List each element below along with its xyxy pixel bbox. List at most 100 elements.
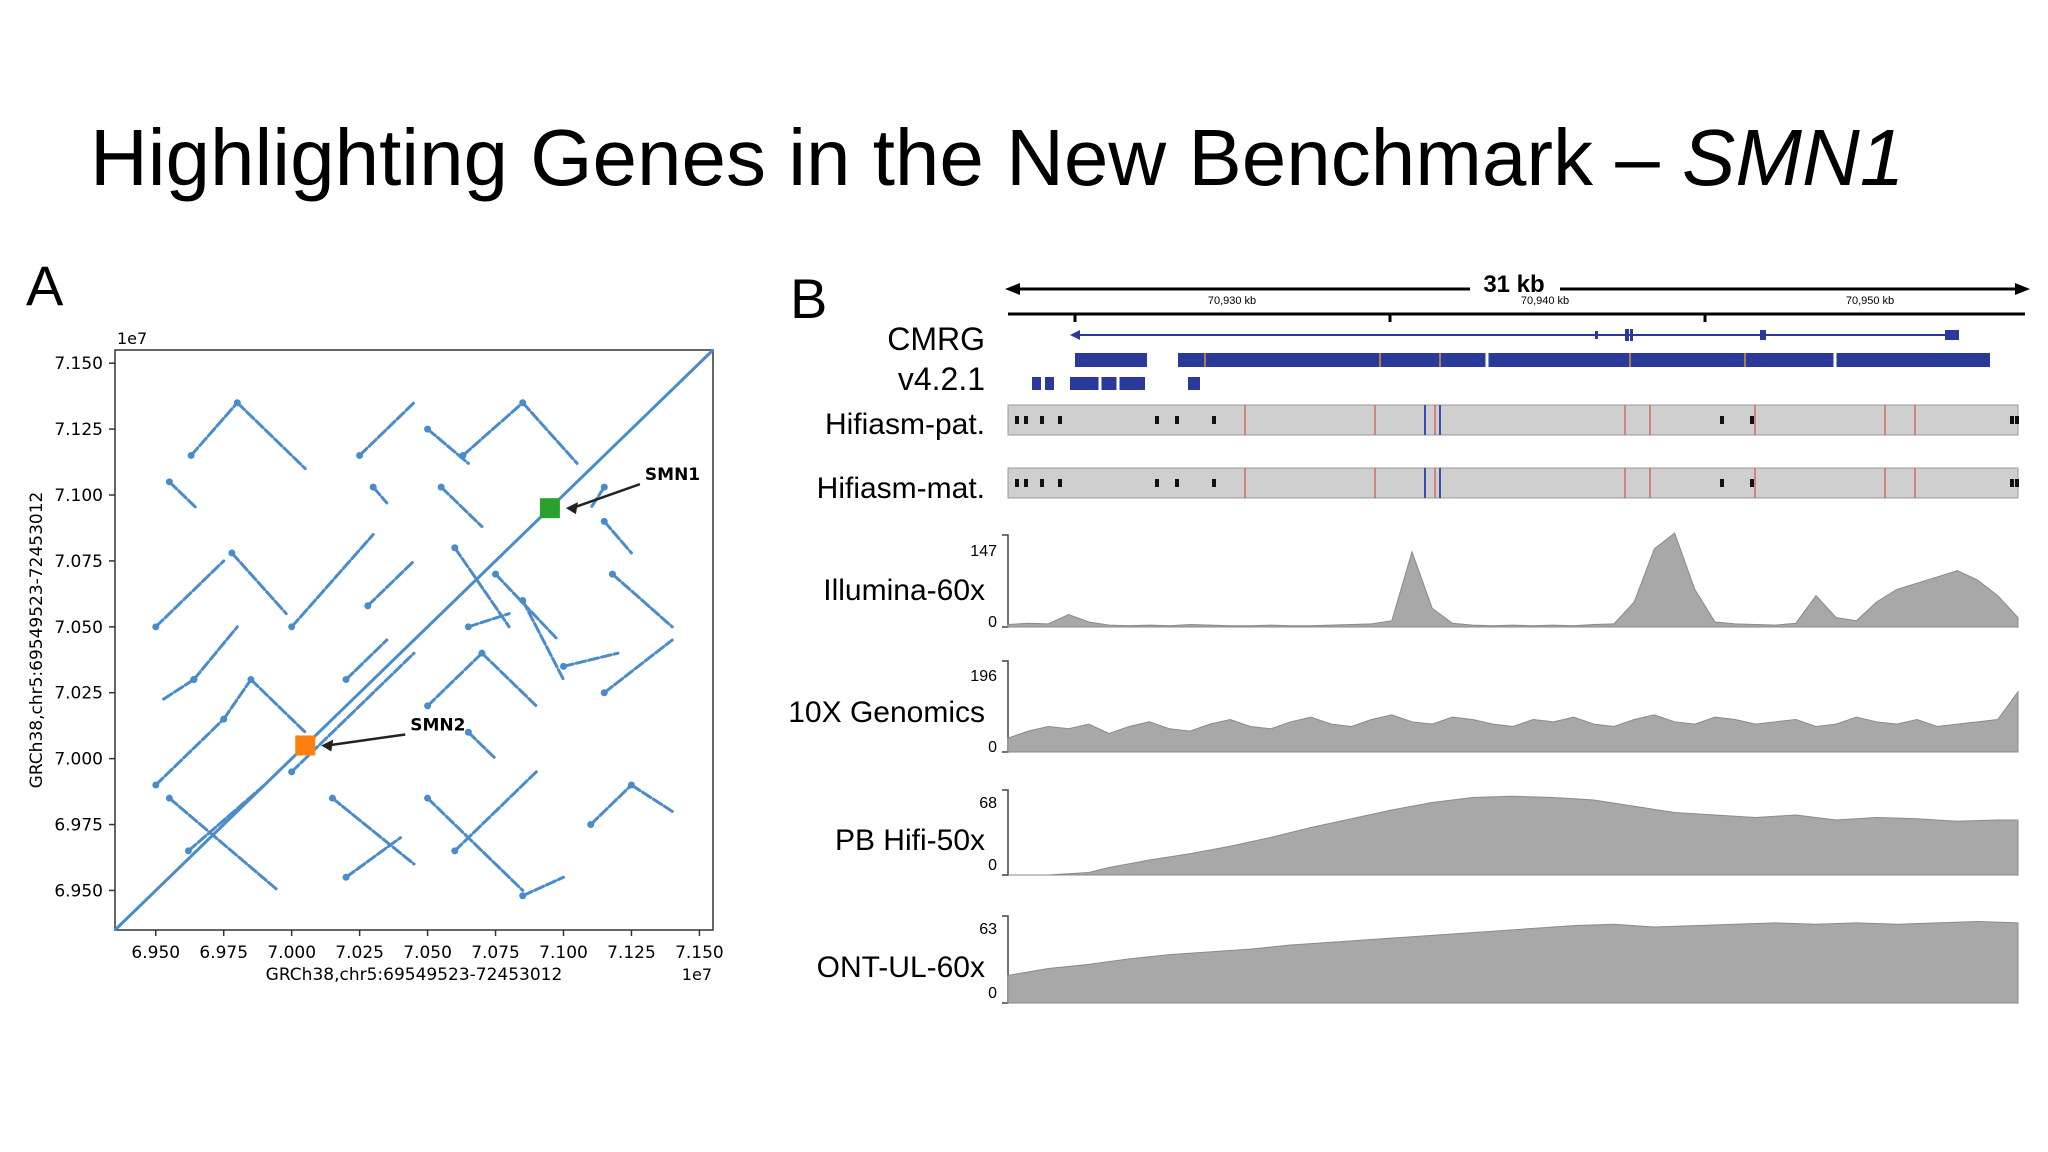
variant-mark bbox=[1212, 479, 1216, 487]
dotplot-point bbox=[247, 676, 255, 684]
dotplot-y-label: GRCh38,chr5:69549523-72453012 bbox=[27, 492, 47, 789]
dotplot-segment bbox=[466, 612, 511, 629]
coord-label: 70,930 kb bbox=[1208, 295, 1256, 307]
panel-a-offset-label: 1e7 bbox=[117, 329, 147, 348]
dotplot-point bbox=[519, 892, 527, 900]
dotplot-segment bbox=[466, 730, 498, 761]
dotplot-segment bbox=[453, 770, 538, 853]
coordinate-ruler: 70,930 kb 70,940 kb 70,950 kb bbox=[1008, 295, 2025, 322]
dotplot-segment bbox=[521, 401, 579, 465]
track-label-illumina: Illumina-60x bbox=[823, 574, 985, 607]
dotplot-point bbox=[424, 425, 432, 433]
dotplot-segment bbox=[366, 559, 416, 608]
variant-mark bbox=[1015, 416, 1019, 424]
dotplot-point bbox=[519, 596, 527, 604]
slide-title: Highlighting Genes in the New Benchmark … bbox=[90, 118, 1904, 198]
dotplot-segment bbox=[562, 651, 620, 668]
dotplot-segment bbox=[154, 559, 226, 629]
dotplot-segment bbox=[589, 485, 606, 510]
dotplot-segment bbox=[249, 678, 307, 734]
dotplot-segment bbox=[186, 783, 266, 853]
dotplot-point bbox=[459, 451, 467, 459]
coverage-axis bbox=[1002, 915, 1009, 1004]
x-tick-label: 7.100 bbox=[539, 943, 588, 963]
dotplot-point bbox=[165, 478, 173, 486]
smn2-marker bbox=[295, 735, 316, 756]
tenx-min: 0 bbox=[988, 739, 997, 756]
variant-mark bbox=[2015, 416, 2019, 424]
track-label-hifiasm-pat: Hifiasm-pat. bbox=[825, 408, 985, 441]
y-tick-label: 7.100 bbox=[54, 486, 103, 506]
dotplot-segment bbox=[461, 401, 525, 457]
dotplot-segment bbox=[426, 796, 525, 892]
variant-mark bbox=[1040, 479, 1044, 487]
y-tick-label: 7.150 bbox=[54, 354, 103, 374]
coverage-area bbox=[1007, 690, 2019, 753]
variant-mark bbox=[1750, 479, 1754, 487]
coord-label: 70,940 kb bbox=[1521, 295, 1569, 307]
illumina-max: 147 bbox=[970, 543, 997, 560]
dotplot-segment bbox=[480, 651, 538, 708]
variant-mark bbox=[1015, 479, 1019, 487]
coord-label: 70,950 kb bbox=[1846, 295, 1894, 307]
dotplot-point bbox=[228, 549, 236, 557]
hifiasm-mat-track bbox=[1007, 467, 2019, 499]
dotplot-point bbox=[587, 821, 595, 829]
track-label-ont: ONT-UL-60x bbox=[817, 951, 985, 984]
dotplot-point bbox=[600, 483, 608, 491]
dotplot-segment bbox=[230, 551, 288, 616]
coverage-axis bbox=[1002, 660, 1009, 753]
variant-mark bbox=[1024, 416, 1028, 424]
coverage-area bbox=[1007, 532, 2019, 628]
dotplot-point bbox=[220, 715, 228, 723]
dotplot-segment bbox=[167, 796, 280, 892]
x-tick-label: 7.150 bbox=[675, 943, 724, 963]
ont-min: 0 bbox=[988, 985, 997, 1002]
annotation-arrowhead bbox=[565, 502, 578, 515]
y-tick-label: 7.050 bbox=[54, 618, 103, 638]
x-tick-label: 7.075 bbox=[471, 943, 520, 963]
dotplot-segment bbox=[192, 625, 239, 682]
dotplot-segment bbox=[521, 598, 565, 682]
y-tick-label: 6.975 bbox=[54, 816, 103, 836]
dotplot-segment bbox=[602, 519, 633, 555]
dotplot-x-ticks: 6.950 6.975 7.000 7.025 7.050 7.075 7.100 7.125… bbox=[131, 930, 724, 963]
dotplot-point bbox=[187, 451, 195, 459]
dotplot-point bbox=[600, 689, 608, 697]
dotplot-point bbox=[152, 781, 160, 789]
coverage-axis bbox=[1002, 789, 1009, 876]
hifiasm-mat-variants bbox=[1015, 468, 2019, 498]
dotplot-segment bbox=[629, 783, 674, 813]
pb-hifi-max: 68 bbox=[979, 795, 997, 812]
smn1-label: SMN1 bbox=[645, 465, 700, 485]
dotplot-segment bbox=[222, 678, 253, 721]
dotplot-segment bbox=[344, 836, 402, 879]
variant-mark bbox=[1058, 479, 1062, 487]
dotplot-segment bbox=[521, 875, 565, 898]
pb-hifi-min: 0 bbox=[988, 857, 997, 874]
dotplot-point bbox=[464, 728, 472, 736]
y-tick-label: 7.000 bbox=[54, 750, 103, 770]
gene-model-track bbox=[1032, 329, 1990, 390]
dotplot-point bbox=[600, 517, 608, 525]
dotplot-point bbox=[364, 602, 372, 610]
variant-mark bbox=[1040, 416, 1044, 424]
dotplot-point bbox=[342, 873, 350, 881]
variant-mark bbox=[1212, 416, 1216, 424]
dotplot-point bbox=[627, 781, 635, 789]
ont-max: 63 bbox=[979, 921, 997, 938]
tenx-max: 196 bbox=[970, 668, 997, 685]
annotation-arrow bbox=[327, 733, 406, 747]
scale-bar-label: 31 kb bbox=[1483, 271, 1544, 298]
dotplot-segments bbox=[113, 348, 715, 932]
dotplot-segment bbox=[426, 651, 484, 708]
panel-b-letter: B bbox=[790, 267, 827, 330]
dotplot-point bbox=[560, 662, 567, 670]
y-tick-label: 7.125 bbox=[54, 420, 103, 440]
dotplot-segment bbox=[589, 783, 633, 827]
variant-mark bbox=[1720, 416, 1724, 424]
dotplot-diagonal bbox=[113, 348, 715, 932]
panel-a-letter: A bbox=[26, 254, 64, 317]
smn2-label: SMN2 bbox=[410, 715, 465, 735]
